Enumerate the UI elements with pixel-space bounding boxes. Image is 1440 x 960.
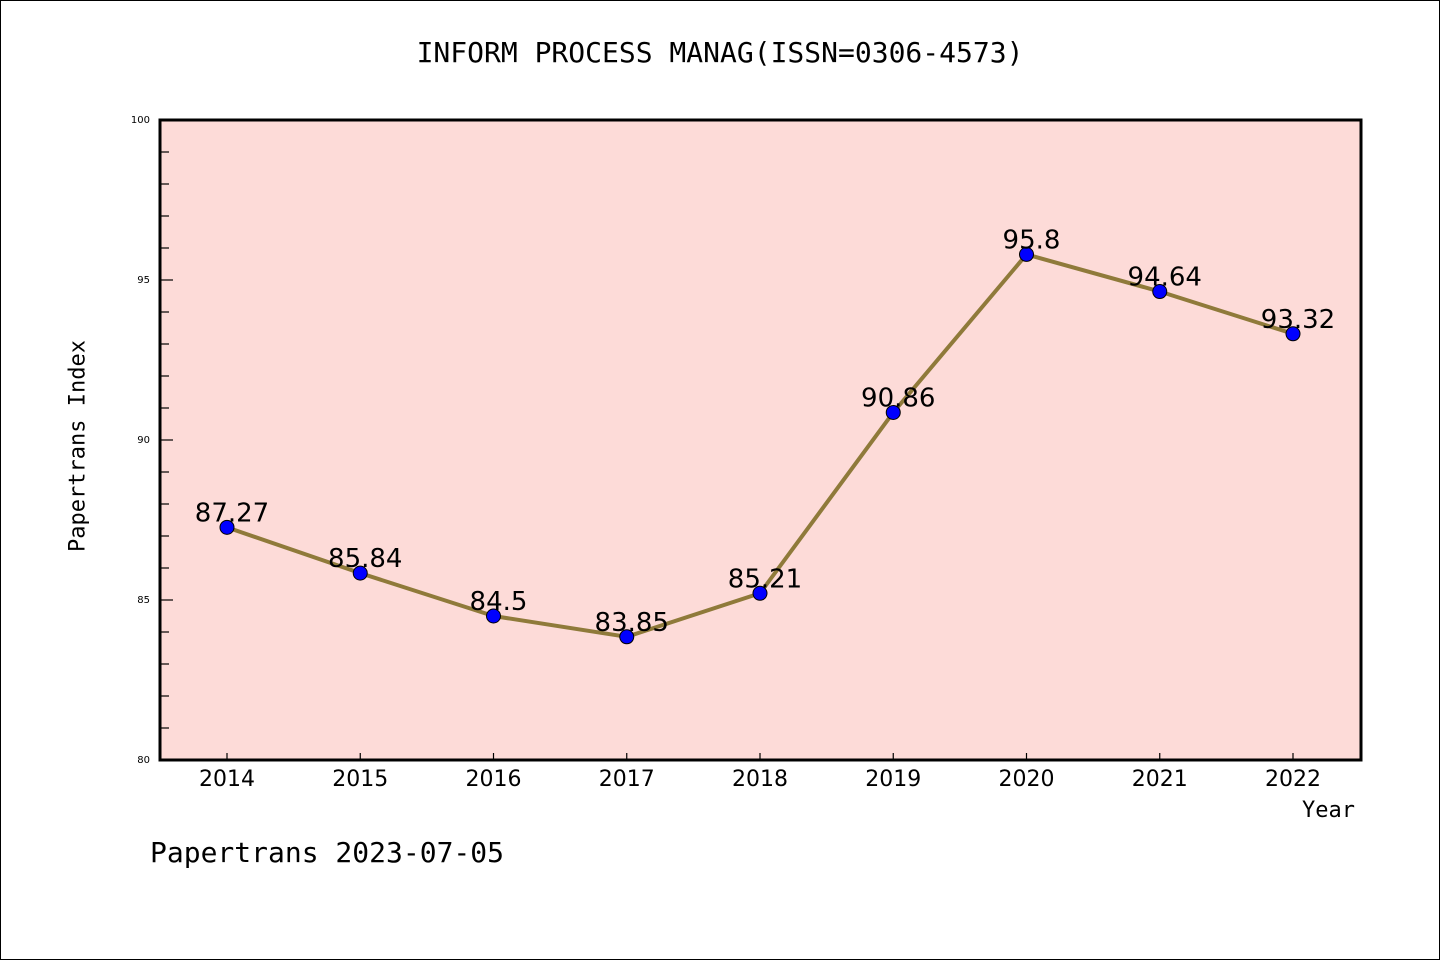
data-label: 94.64 xyxy=(1128,263,1202,293)
data-point xyxy=(352,565,368,581)
data-label: 90.86 xyxy=(861,383,935,413)
chart-title: INFORM PROCESS MANAG(ISSN=0306-4573) xyxy=(416,36,1024,69)
data-point xyxy=(1285,326,1301,342)
y-tick-label: 80 xyxy=(137,755,150,766)
x-axis-label: Year xyxy=(1302,798,1355,823)
x-tick-label: 2015 xyxy=(332,767,388,792)
plot-area xyxy=(160,120,1361,760)
x-tick-label: 2021 xyxy=(1132,767,1188,792)
x-tick-label: 2014 xyxy=(199,767,255,792)
data-point xyxy=(1152,284,1168,300)
data-point xyxy=(1019,246,1034,262)
x-tick-label: 2022 xyxy=(1265,767,1321,792)
y-tick-label: 95 xyxy=(137,275,150,286)
data-label: 83.85 xyxy=(595,608,669,638)
data-label: 85.21 xyxy=(728,564,802,594)
y-tick-label: 85 xyxy=(137,595,150,606)
y-tick-label: 90 xyxy=(137,435,150,446)
x-tick-label: 2020 xyxy=(999,767,1055,792)
data-label: 95.8 xyxy=(1003,225,1061,255)
x-tick-label: 2019 xyxy=(865,767,921,792)
data-point xyxy=(885,404,901,420)
data-label: 93.32 xyxy=(1261,305,1335,335)
data-label: 84.5 xyxy=(470,587,528,617)
data-point xyxy=(486,608,501,624)
plot-border xyxy=(158,118,1363,762)
x-tick-label: 2017 xyxy=(599,767,655,792)
data-point xyxy=(619,629,635,645)
x-tick-label: 2016 xyxy=(466,767,522,792)
data-point xyxy=(219,519,235,535)
data-label: 87.27 xyxy=(195,498,269,528)
data-point xyxy=(752,585,768,601)
x-tick-label: 2018 xyxy=(732,767,788,792)
y-tick-label: 100 xyxy=(131,115,150,126)
data-label: 85.84 xyxy=(328,544,402,574)
footer-text: Papertrans 2023-07-05 xyxy=(150,836,505,869)
